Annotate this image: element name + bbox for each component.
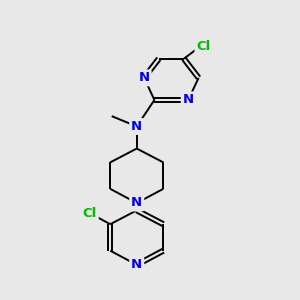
Text: N: N [139, 71, 150, 84]
Text: N: N [131, 196, 142, 209]
Text: N: N [131, 258, 142, 271]
Text: Cl: Cl [196, 40, 211, 52]
Text: Cl: Cl [82, 207, 97, 220]
Text: N: N [131, 120, 142, 133]
Text: N: N [183, 93, 194, 106]
